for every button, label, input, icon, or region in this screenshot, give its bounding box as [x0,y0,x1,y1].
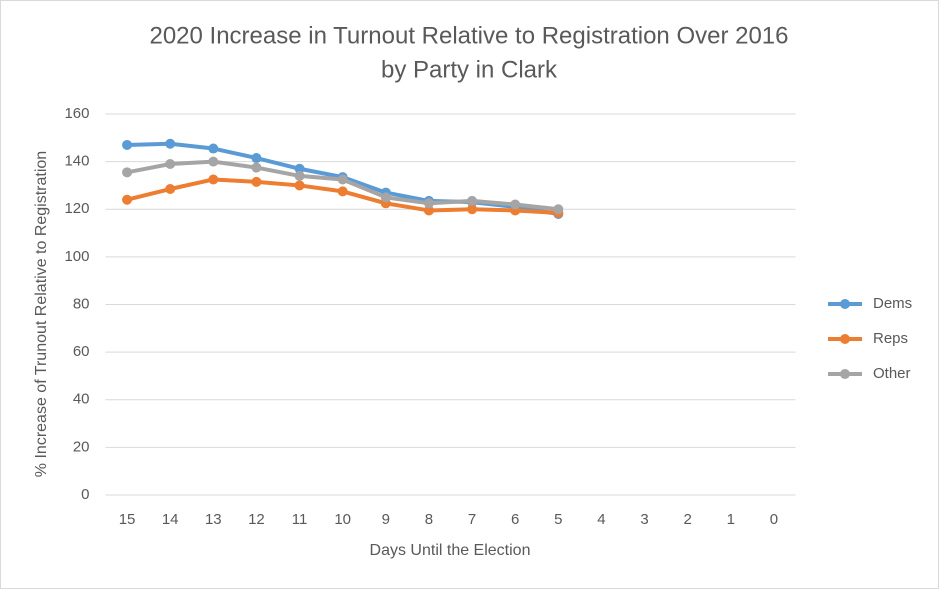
x-tick-label: 4 [597,511,605,528]
x-tick-label: 1 [727,511,735,528]
series-marker [294,180,305,191]
series-marker [122,194,133,205]
series-marker [208,143,219,154]
series-marker [294,163,305,174]
series-marker [165,159,176,170]
series-marker [294,170,305,181]
series-marker [122,167,133,178]
series-marker [208,174,219,185]
x-tick-label: 8 [425,511,433,528]
x-tick-label: 12 [248,511,265,528]
x-tick-label: 14 [162,511,179,528]
x-tick-label: 11 [292,511,308,528]
y-tick-label: 160 [64,105,89,122]
series-marker [380,192,391,203]
y-tick-label: 100 [64,248,89,265]
series-marker [337,174,348,185]
y-tick-label: 120 [64,200,89,217]
legend-marker [840,299,850,309]
series-marker [337,186,348,197]
chart-title: 2020 Increase in Turnout Relative to Reg… [149,22,788,49]
legend-label: Dems [873,295,912,312]
legend-marker [840,369,850,379]
series-marker [165,184,176,195]
legend-marker [840,334,850,344]
x-tick-label: 3 [640,511,648,528]
series-marker [553,204,564,215]
y-tick-label: 20 [73,438,90,455]
x-tick-label: 10 [334,511,351,528]
series-marker [251,176,262,187]
x-tick-label: 7 [468,511,476,528]
chart-title: by Party in Clark [381,56,558,83]
y-axis-title: % Increase of Trunout Relative to Regist… [33,151,50,477]
series-marker [467,204,478,215]
y-tick-label: 60 [73,343,90,360]
legend-label: Reps [873,330,908,347]
series-marker [165,138,176,149]
x-tick-label: 0 [770,511,778,528]
x-tick-label: 2 [684,511,692,528]
series-marker [423,205,434,216]
x-axis-title: Days Until the Election [370,542,531,559]
series-marker [423,198,434,209]
series-marker [122,139,133,150]
x-tick-label: 15 [119,511,136,528]
series-marker [510,199,521,210]
series-marker [251,162,262,173]
y-tick-label: 80 [73,295,90,312]
series-marker [467,195,478,206]
y-tick-label: 0 [81,486,89,503]
series-marker [208,156,219,167]
x-tick-label: 5 [554,511,562,528]
y-tick-label: 40 [73,391,90,408]
legend-label: Other [873,365,911,382]
series-marker [251,153,262,164]
y-tick-label: 140 [64,153,89,170]
x-tick-label: 6 [511,511,519,528]
x-tick-label: 13 [205,511,222,528]
x-tick-label: 9 [382,511,390,528]
